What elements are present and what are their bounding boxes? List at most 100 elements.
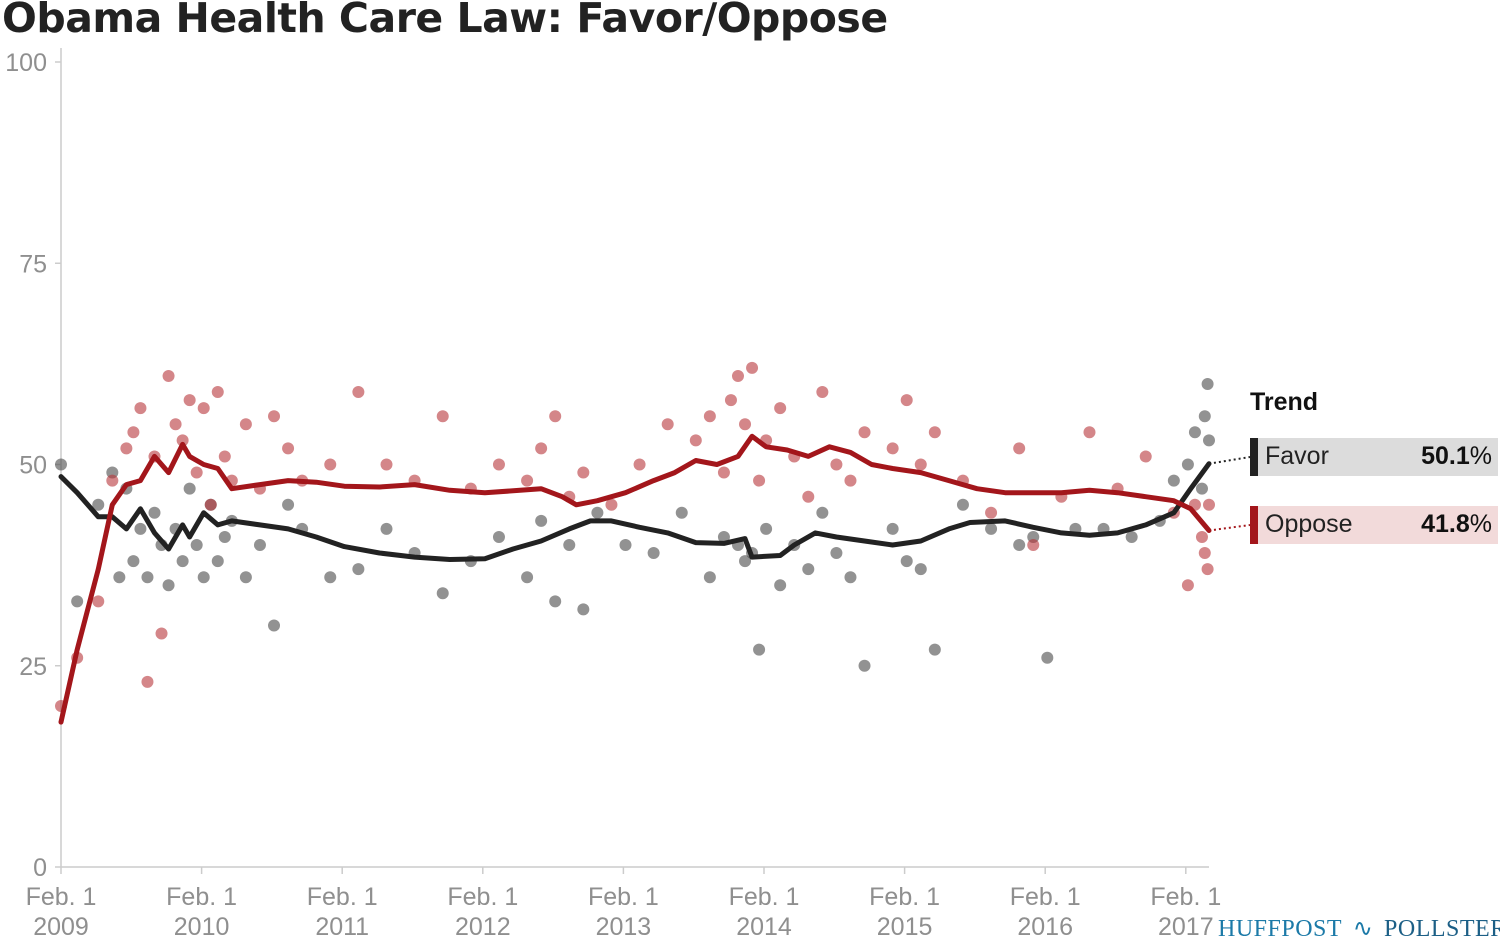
favor-poll-dot: [521, 571, 534, 584]
favor-poll-dot: [1181, 458, 1194, 471]
oppose-poll-dot: [703, 410, 716, 423]
poll-dots-layer: [55, 361, 1215, 712]
oppose-poll-dot: [1203, 498, 1215, 511]
brand-pollster: POLLSTER: [1384, 916, 1500, 942]
oppose-poll-dot: [282, 442, 295, 455]
oppose-trend-line: [58, 433, 1212, 725]
favor-poll-dot: [113, 571, 126, 584]
x-tick-year-2017: 2017: [1158, 913, 1214, 941]
oppose-poll-dot: [162, 369, 175, 382]
favor-poll-dot: [985, 522, 998, 535]
x-tick-label-2016: Feb. 1: [1010, 883, 1081, 911]
favor-poll-dot: [563, 539, 576, 551]
x-tick-year-2016: 2016: [1017, 913, 1073, 941]
oppose-poll-dot: [549, 410, 562, 423]
oppose-poll-dot: [717, 466, 730, 479]
favor-poll-dot: [886, 522, 899, 535]
oppose-poll-dot: [746, 361, 759, 374]
favor-poll-dot: [675, 506, 688, 519]
favor-poll-dot: [134, 522, 147, 535]
favor-poll-dot: [717, 530, 730, 543]
favor-poll-dot: [956, 498, 969, 511]
pollster-swoosh-icon: ∿: [1352, 916, 1374, 942]
oppose-poll-dot: [268, 410, 281, 423]
favor-poll-dot: [577, 603, 590, 616]
oppose-poll-dot: [802, 490, 815, 503]
oppose-poll-dot: [521, 474, 534, 487]
favor-poll-dot: [211, 555, 224, 568]
y-tick-label-50: 50: [19, 452, 47, 480]
x-tick-label-2017: Feb. 1: [1150, 883, 1221, 911]
favor-poll-dot: [282, 498, 295, 511]
oppose-poll-dot: [844, 474, 857, 487]
oppose-poll-dot: [1195, 530, 1208, 543]
x-tick-label-2014: Feb. 1: [729, 883, 800, 911]
x-tick-year-2009: 2009: [33, 913, 89, 941]
favor-poll-dot: [774, 579, 787, 592]
oppose-poll-dot: [169, 418, 182, 431]
oppose-poll-dot: [830, 458, 843, 471]
favor-poll-dot: [753, 643, 766, 656]
x-tick-label-2011: Feb. 1: [307, 883, 378, 911]
oppose-poll-dot: [985, 506, 998, 519]
favor-poll-dot: [436, 587, 449, 600]
favor-poll-dot: [844, 571, 857, 584]
oppose-poll-dot: [190, 466, 203, 479]
trend-row-favor: Favor 50.1%: [1250, 438, 1498, 476]
favor-connector: [1208, 456, 1251, 465]
oppose-poll-dot: [197, 402, 210, 415]
favor-poll-dot: [239, 571, 252, 584]
favor-poll-dot: [127, 555, 140, 568]
favor-poll-dot: [816, 506, 829, 519]
favor-poll-dot: [324, 571, 337, 584]
favor-poll-dot: [176, 555, 189, 568]
oppose-poll-dot: [928, 426, 941, 439]
x-tick-label-2012: Feb. 1: [447, 883, 518, 911]
favor-poll-dot: [162, 579, 175, 592]
favor-poll-dot: [647, 547, 660, 560]
oppose-poll-dot: [535, 442, 548, 455]
oppose-poll-dot: [106, 474, 119, 487]
oppose-poll-dot: [605, 498, 618, 511]
favor-poll-dot: [268, 619, 281, 632]
oppose-poll-dot: [352, 386, 365, 399]
y-tick-label-0: 0: [33, 854, 47, 882]
oppose-poll-dot: [900, 394, 913, 407]
oppose-poll-dot: [858, 426, 871, 439]
x-tick-year-2015: 2015: [877, 913, 933, 941]
oppose-poll-dot: [1027, 539, 1040, 551]
oppose-poll-dot: [92, 595, 105, 608]
favor-poll-dot: [1195, 482, 1208, 495]
trend-value-oppose: 41.8%: [1421, 510, 1492, 538]
favor-poll-dot: [55, 458, 67, 471]
oppose-poll-dot: [1181, 579, 1194, 592]
oppose-poll-dot: [739, 418, 752, 431]
oppose-poll-dot: [1198, 547, 1211, 560]
favor-poll-dot: [1201, 378, 1214, 390]
favor-poll-dot: [141, 571, 154, 584]
oppose-poll-dot: [134, 402, 147, 415]
y-tick-label-75: 75: [19, 250, 47, 278]
oppose-poll-dot: [661, 418, 674, 431]
favor-poll-dot: [1188, 426, 1201, 439]
favor-poll-dot: [253, 539, 266, 551]
oppose-connector: [1208, 524, 1251, 532]
x-tick-year-2012: 2012: [455, 913, 511, 941]
favor-poll-dot: [71, 595, 84, 608]
x-tick-label-2010: Feb. 1: [166, 883, 237, 911]
x-tick-year-2011: 2011: [315, 913, 369, 941]
oppose-poll-dot: [239, 418, 252, 431]
favor-poll-dot: [549, 595, 562, 608]
favor-poll-dot: [619, 539, 632, 551]
oppose-poll-dot: [1083, 426, 1096, 439]
favor-poll-dot: [928, 643, 941, 656]
trend-label-favor: Favor: [1265, 442, 1329, 470]
oppose-poll-dot: [633, 458, 646, 471]
favor-poll-dot: [1198, 410, 1211, 423]
x-tick-label-2013: Feb. 1: [588, 883, 659, 911]
oppose-poll-dot: [1013, 442, 1026, 455]
chart-title: Obama Health Care Law: Favor/Oppose: [2, 0, 888, 42]
oppose-poll-dot: [914, 458, 927, 471]
favor-trend-line: [58, 461, 1212, 562]
